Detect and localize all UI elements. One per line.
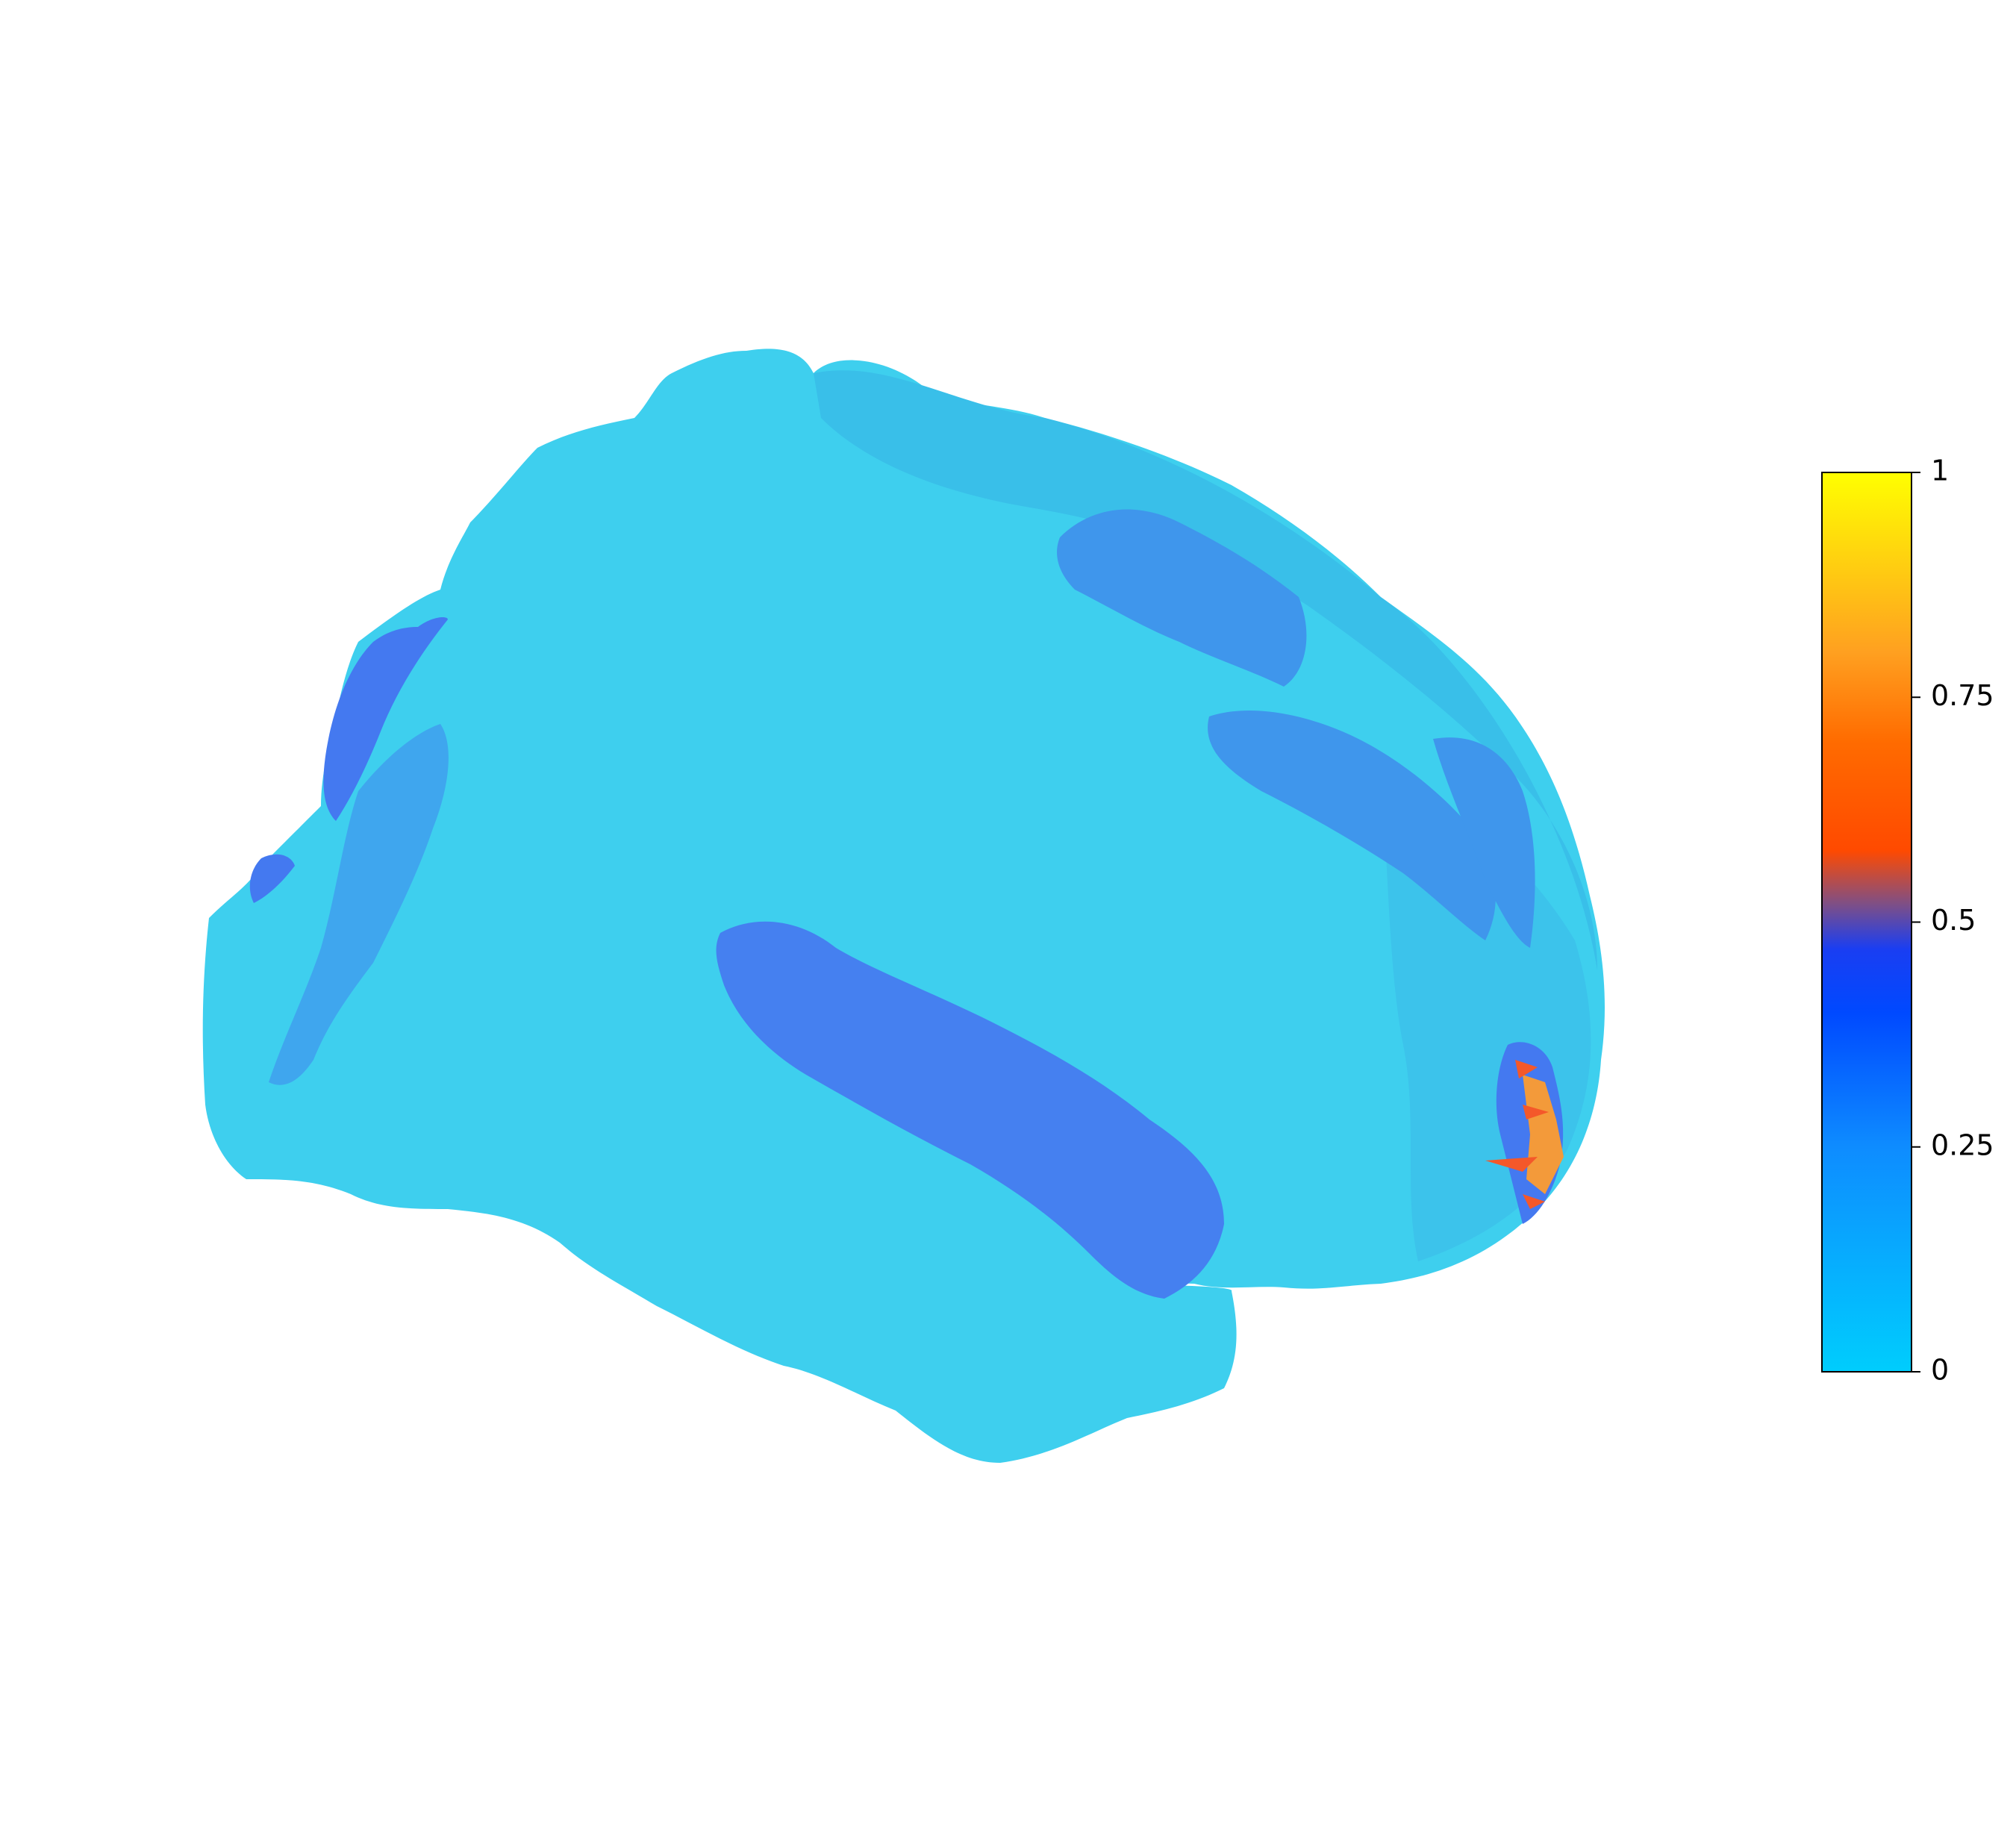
sulcus-frontal-inferior bbox=[249, 854, 295, 903]
sulcus-parietal-2 bbox=[1208, 710, 1496, 940]
colorbar: 0 0.25 0.5 0.75 1 bbox=[1821, 455, 1994, 1387]
brain-surface bbox=[202, 349, 1605, 1464]
sulcus-parietal-1 bbox=[1057, 509, 1307, 687]
colorbar-tick-label: 0.75 bbox=[1931, 679, 1994, 712]
colorbar-tick-label: 1 bbox=[1931, 455, 1949, 487]
colorbar-tick-label: 0 bbox=[1931, 1354, 1949, 1387]
colorbar-gradient bbox=[1821, 472, 1912, 1373]
colorbar-tick-label: 0.25 bbox=[1931, 1128, 1994, 1161]
occipital-hotspot bbox=[1485, 1042, 1564, 1224]
sulcus-frontal bbox=[269, 724, 449, 1085]
parietal-shade bbox=[814, 370, 1597, 970]
colorbar-tick-label: 0.5 bbox=[1931, 904, 1976, 937]
colorbar-ticks: 0 0.25 0.5 0.75 1 bbox=[1912, 455, 1994, 1387]
sulcus-frontal-deep bbox=[323, 617, 448, 821]
sulcus-occipital bbox=[1433, 737, 1535, 948]
sulcus-temporal-superior bbox=[716, 921, 1224, 1299]
